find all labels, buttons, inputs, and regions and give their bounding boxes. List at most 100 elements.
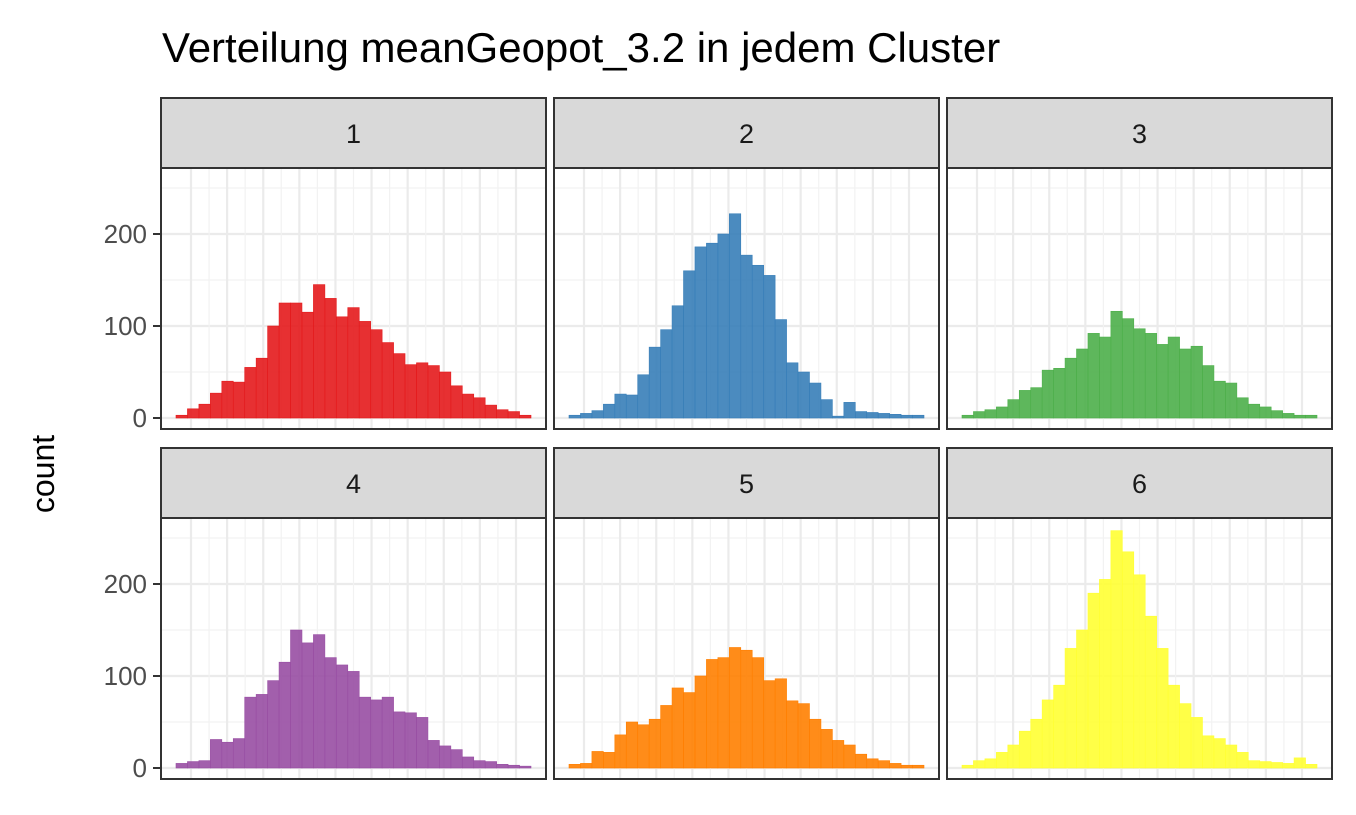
histogram-bar [324,657,337,769]
histogram-bar [660,705,673,769]
histogram-bar [843,744,856,769]
histogram-bar [1064,648,1077,769]
histogram-bar [370,699,383,769]
histogram-bar [751,264,764,419]
y-tick-label: 100 [104,311,147,341]
histogram-bar [313,634,326,769]
histogram-bar [519,765,532,769]
histogram-bar [996,406,1009,419]
panel-2: 2 [553,97,940,430]
histogram-bar [1087,592,1100,769]
histogram-bar [461,756,475,769]
histogram-bar [568,414,581,419]
facet-panels: 1 0 100 200 2 3 4 0 100 200 5 6 [104,97,1333,783]
histogram-bar [591,410,604,419]
histogram-bar [336,316,349,419]
panel-border [160,167,547,430]
histogram-bar [580,413,593,419]
histogram-bar [717,233,730,419]
histogram-bar [1259,406,1272,419]
histogram-bar [683,270,696,419]
histogram-bar [450,385,463,419]
histogram-bar [603,752,616,769]
histogram-bar [198,760,211,769]
histogram-bar [1259,761,1272,769]
strip-label: 2 [739,119,754,149]
histogram-bar [1133,574,1146,769]
histogram-bar [1190,717,1203,769]
histogram-bar [255,357,268,419]
histogram-bar [370,329,383,419]
histogram-bar [1270,410,1283,419]
histogram-bar [900,414,913,419]
histogram-bar [1053,368,1066,419]
y-tick-label: 0 [133,753,147,783]
histogram-bar [301,642,314,769]
histogram-bar [381,342,394,419]
histogram-bar [660,329,673,419]
histogram-bar [496,764,509,769]
histogram-bar [877,760,890,769]
histogram-bar [625,394,639,419]
histogram-bar [900,764,913,769]
histogram-bar [1213,380,1226,419]
histogram-bar [854,411,868,419]
histogram-bar [984,409,997,419]
histogram-bar [1236,397,1249,419]
panel-border [946,517,1333,780]
histogram-bar [1041,369,1054,419]
histogram-bar [832,740,845,769]
histogram-bar [232,381,246,419]
histogram-bar [1167,336,1180,419]
histogram-bar [347,307,360,419]
histogram-bar [267,680,280,769]
histogram-bar [637,374,650,419]
histogram-bar [740,254,753,419]
histogram-bar [961,414,974,419]
histogram-bar [381,696,394,769]
histogram-bar [1305,764,1318,769]
histogram-bar [1156,344,1169,419]
histogram-bar [496,409,509,419]
histogram-bar [637,724,650,769]
histogram-bar [278,661,291,769]
histogram-bar [1110,530,1123,769]
histogram-bar [973,760,986,769]
histogram-bar [187,761,200,769]
y-tick-label: 100 [104,661,147,691]
strip-label: 1 [346,119,361,149]
histogram-bar [1225,382,1238,419]
histogram-bar [473,760,486,769]
histogram-bar [507,411,520,419]
histogram-bar [1213,738,1226,769]
histogram-bar [347,671,360,769]
histogram-bar [648,346,661,419]
histogram-bar [393,353,406,419]
strip-background [160,447,547,519]
strip-label: 3 [1132,119,1147,149]
histogram-bar [912,764,925,769]
histogram-bar [439,371,452,419]
y-tick-label: 200 [104,569,147,599]
histogram-bar [1144,333,1157,419]
panel-4: 4 0 100 200 [104,447,547,783]
histogram-bar [1076,629,1089,769]
histogram-bar [1099,579,1112,769]
histogram-bar [358,696,371,769]
histogram-bar [1099,336,1112,419]
histogram-bar [324,298,337,419]
histogram-bar [1202,365,1215,419]
histogram-bar [820,729,833,769]
histogram-bar [809,718,822,769]
histogram-bar [1133,328,1146,419]
histogram-bar [568,764,581,769]
histogram-bar [1018,730,1032,769]
histogram-bar [404,712,417,769]
histogram-bar [244,696,257,769]
histogram-bar [1144,615,1157,769]
histogram-bar [1247,403,1261,419]
histogram-bar [1018,390,1032,419]
histogram-bar [591,751,604,769]
histogram-bar [290,629,303,769]
histogram-bar [473,397,486,419]
